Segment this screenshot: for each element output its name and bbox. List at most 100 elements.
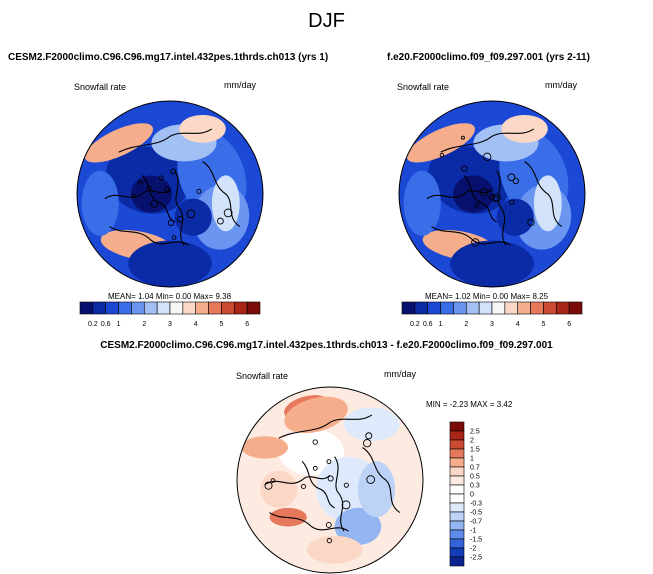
panel2-map-island [461,165,468,172]
panel3-colorbar-tick-label: -2.5 [470,555,482,562]
panel3-map-island [366,475,376,484]
panel2-colorbar-swatch [568,301,583,315]
panel3-colorbar-tick-label: 0.7 [470,465,480,472]
panel3-map-island [341,500,351,510]
panel3-colorbar-swatch [449,466,465,477]
panel2-colorbar-tick-label: 6 [567,321,571,328]
panel1-map-island [150,199,159,208]
panel3-colorbar-swatch [449,484,465,495]
panel3-map-island [343,482,349,488]
panel3-map-field-patch [260,470,298,508]
panel2-colorbar-tick-label: 1 [439,321,443,328]
panel3-map-coastline [362,447,401,514]
panel2-colorbar-swatch [530,301,544,315]
panel2-map-coastline [496,170,507,246]
panel1-map-island [171,235,177,240]
panel2-map-boundary [398,100,586,288]
panel2-colorbar-swatch [491,301,506,315]
panel2-colorbar-tick-label: 2 [464,321,468,328]
panel1-colorbar: 0.2 0.6 1 2 3 4 5 6 [79,301,261,328]
panel1-colorbar-tick-label: 5 [219,321,223,328]
panel3-colorbar-tick-label: 0 [470,492,474,499]
panel3-min-value: -2.23 [449,400,469,409]
panel3-colorbar-swatch [449,556,465,567]
panel1-mean-label: MEAN= [108,292,136,301]
panel3-colorbar-swatch [449,502,465,513]
panel2-max-label: Max= [510,292,531,301]
panel2-max-value: 8.25 [532,292,549,301]
panel3-map-island [325,522,332,528]
panel2-min-value: 0.00 [492,292,509,301]
panel1-min-value: 0.00 [175,292,192,301]
panel3-map-coastline [269,512,349,532]
panel3-colorbar-tick-label: -1.5 [470,537,482,544]
panel3-colorbar-tick-label: 0.5 [470,474,480,481]
panel2-variable-label: Snowfall rate [397,82,450,92]
panel2-map-island [507,173,516,182]
panel2-map-field-patch [496,198,534,236]
panel3-colorbar-tick-label: 1.5 [470,447,480,454]
panel3-colorbar-swatch [449,439,465,450]
panel1-map-field-patch [128,240,212,287]
panel3-map-island [301,483,307,489]
panel1-colorbar-swatch [169,301,184,315]
panel2-map-island [480,188,489,197]
panel1-map-island [216,217,224,225]
panel3-map-island [327,475,334,482]
panel1-colorbar-swatch [118,301,132,315]
panel2-map-island [474,202,480,208]
panel1-map-field-patch [81,170,119,236]
panel3-map-island [312,465,318,471]
panel1-colorbar-swatch [182,301,197,315]
panel2-colorbar-tick-label: 3 [490,321,494,328]
panel1-colorbar-swatch [208,301,222,315]
panel2-map-island [512,177,520,185]
panel2-stats: MEAN= 1.02 Min= 0.00 Max= 8.25 [425,292,548,301]
panel2-colorbar-swatch [440,301,454,315]
panel1-colorbar-swatch [221,301,235,315]
panel2-map-coastline [440,128,535,153]
panel2-map-island [460,135,465,140]
panel1-colorbar-tick-label: 1 [117,321,121,328]
panel3-map-field-patch [306,535,363,564]
panel3-colorbar-swatch [449,430,465,441]
panel2-colorbar-tick-label: 5 [541,321,545,328]
panel3-map-island [365,432,373,440]
panel3-map-field [237,387,423,573]
panel3-colorbar-swatch [449,493,465,504]
panel3-variable-label: Snowfall rate [236,371,289,381]
panel3-min-label: MIN = [426,400,448,409]
panel1-map-coastline [174,170,185,246]
panel3-map-island [312,439,318,445]
panel2-colorbar-swatch [414,301,429,315]
panel3-colorbar-tick-label: 0.3 [470,483,480,490]
panel2-map-field-patch [403,170,441,236]
panel2-map-island [483,152,492,161]
panel1-map-boundary [76,100,264,288]
panel3-map-field-patch [284,396,348,434]
panel3-colorbar-swatch [449,448,465,459]
panel3-map-island [362,439,372,448]
panel3-map-coastline [278,414,373,439]
panel3-colorbar-tick-label: -0.5 [470,510,482,517]
panel1-max-label: Max= [193,292,214,301]
panel3-colorbar-tick-label: -1 [470,528,476,535]
panel3-colorbar-swatch [449,529,465,540]
panel1-map-island [223,208,233,218]
panel3-colorbar-tick-label: 2 [470,438,474,445]
panel1-map-island [164,186,171,194]
panel1-map-coastlines [104,128,241,246]
panel1-map-coastline [118,128,213,153]
season-title: DJF [308,10,345,32]
panel3-map-field-patch [334,507,382,546]
panel3-map-field-patch [343,407,400,441]
panel3-map-island [264,481,273,490]
panel1-map-island [131,193,136,199]
panel1-map-island [170,168,177,175]
panel2-map-island [439,152,445,158]
panel1-variable-label: Snowfall rate [74,82,127,92]
panel3-colorbar-swatch [449,511,465,522]
panel1-map-coastline [109,226,189,246]
panel2-map-field-patch [501,114,548,143]
panel2-map [398,100,586,288]
